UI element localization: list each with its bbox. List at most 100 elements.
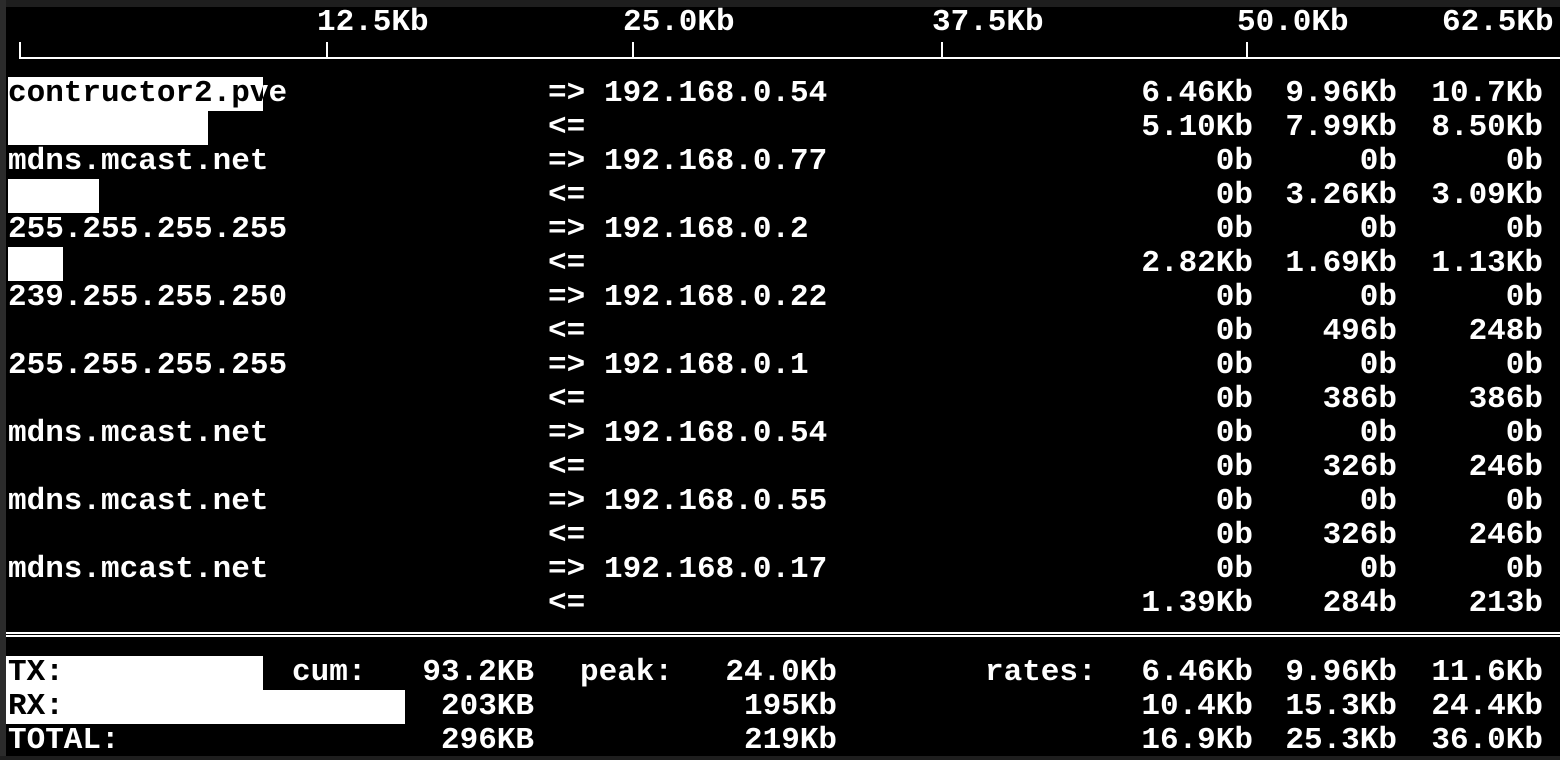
tx-rate-10s: 0b — [1359, 348, 1397, 383]
source-host: 239.255.255.250 — [8, 280, 288, 315]
tx-rate-40s: 0b — [1505, 552, 1543, 587]
rx-rate-10s: 386b — [1322, 382, 1397, 417]
rx-rate-2s: 0b — [1215, 382, 1253, 417]
rx-rate-40s: 248b — [1468, 314, 1543, 349]
rx-rate-10s: 326b — [1322, 518, 1397, 553]
rx-arrow-icon: <= — [548, 382, 586, 417]
peak-label: peak: — [580, 655, 674, 690]
connection-tx-line: contructor2.pve => 192.168.0.54 6.46Kb 9… — [0, 77, 1560, 111]
tx-rate-40s: 0b — [1505, 348, 1543, 383]
destination-host: 192.168.0.1 — [604, 348, 809, 383]
total-peak-value: 219Kb — [743, 723, 837, 758]
connection-list: contructor2.pve => 192.168.0.54 6.46Kb 9… — [0, 77, 1560, 621]
scale-tick — [632, 42, 634, 58]
tx-rate-10s: 0b — [1359, 212, 1397, 247]
rx-total-bar — [6, 690, 405, 724]
tx-traffic-bar — [8, 77, 263, 111]
total-label: TOTAL: — [8, 723, 120, 758]
tx-rate-40s: 0b — [1505, 416, 1543, 451]
tx-arrow-icon: => — [548, 484, 586, 519]
tx-rate-2s: 0b — [1215, 280, 1253, 315]
tx-rate-10s: 0b — [1359, 416, 1397, 451]
scale-label: 50.0Kb — [1237, 5, 1349, 40]
connection-rx-line: <= 0b 386b 386b — [0, 383, 1560, 417]
scale-label: 12.5Kb — [317, 5, 429, 40]
rx-total-line: RX: 203KB 195Kb 10.4Kb 15.3Kb 24.4Kb — [0, 690, 1560, 724]
rx-arrow-icon: <= — [548, 246, 586, 281]
rx-rate-2s: 5.10Kb — [1141, 110, 1253, 145]
rx-rate-10s: 326b — [1322, 450, 1397, 485]
tx-rate-2s: 0b — [1215, 552, 1253, 587]
tx-rate-40s: 10.7Kb — [1431, 76, 1543, 111]
connection-rx-line: <= 2.82Kb 1.69Kb 1.13Kb — [0, 247, 1560, 281]
window-frame-top — [0, 0, 1560, 7]
connection-tx-line: 255.255.255.255 => 192.168.0.1 0b 0b 0b — [0, 349, 1560, 383]
destination-host: 192.168.0.54 — [604, 76, 828, 111]
connection-rx-line: <= 1.39Kb 284b 213b — [0, 587, 1560, 621]
rx-rate-2s: 2.82Kb — [1141, 246, 1253, 281]
rx-rate-40s: 24.4Kb — [1431, 689, 1543, 724]
rx-rate-10s: 284b — [1322, 586, 1397, 621]
connection-tx-line: mdns.mcast.net => 192.168.0.17 0b 0b 0b — [0, 553, 1560, 587]
tx-rate-2s: 0b — [1215, 484, 1253, 519]
source-host: mdns.mcast.net — [8, 484, 269, 519]
rx-rate-10s: 15.3Kb — [1285, 689, 1397, 724]
rx-rate-40s: 246b — [1468, 518, 1543, 553]
rx-rate-2s: 10.4Kb — [1141, 689, 1253, 724]
cum-label: cum: — [292, 655, 367, 690]
rx-peak-value: 195Kb — [743, 689, 837, 724]
tx-total-bar — [6, 656, 263, 690]
footer-divider — [0, 632, 1560, 639]
rx-rate-2s: 1.39Kb — [1141, 586, 1253, 621]
destination-host: 192.168.0.17 — [604, 552, 828, 587]
source-host: 255.255.255.255 — [8, 212, 288, 247]
source-host: mdns.mcast.net — [8, 144, 269, 179]
rx-rate-10s: 3.26Kb — [1285, 178, 1397, 213]
rx-arrow-icon: <= — [548, 110, 586, 145]
tx-arrow-icon: => — [548, 144, 586, 179]
tx-arrow-icon: => — [548, 552, 586, 587]
tx-rate-10s: 9.96Kb — [1285, 655, 1397, 690]
destination-host: 192.168.0.22 — [604, 280, 828, 315]
rx-rate-40s: 386b — [1468, 382, 1543, 417]
connection-tx-line: mdns.mcast.net => 192.168.0.55 0b 0b 0b — [0, 485, 1560, 519]
total-rate-10s: 25.3Kb — [1285, 723, 1397, 758]
scale-label: 37.5Kb — [932, 5, 1044, 40]
rx-rate-2s: 0b — [1215, 450, 1253, 485]
scale-axis-line — [19, 57, 1560, 59]
connection-tx-line: mdns.mcast.net => 192.168.0.77 0b 0b 0b — [0, 145, 1560, 179]
tx-cum-value: 93.2KB — [422, 655, 534, 690]
rx-rate-40s: 1.13Kb — [1431, 246, 1543, 281]
tx-arrow-icon: => — [548, 280, 586, 315]
tx-rate-10s: 0b — [1359, 144, 1397, 179]
rx-rate-40s: 213b — [1468, 586, 1543, 621]
connection-rx-line: <= 0b 3.26Kb 3.09Kb — [0, 179, 1560, 213]
window-frame-bottom — [0, 756, 1560, 760]
connection-rx-line: <= 0b 326b 246b — [0, 451, 1560, 485]
destination-host: 192.168.0.77 — [604, 144, 828, 179]
rx-rate-10s: 496b — [1322, 314, 1397, 349]
rx-arrow-icon: <= — [548, 178, 586, 213]
rx-arrow-icon: <= — [548, 586, 586, 621]
connection-tx-line: mdns.mcast.net => 192.168.0.54 0b 0b 0b — [0, 417, 1560, 451]
rx-cum-value: 203KB — [440, 689, 534, 724]
destination-host: 192.168.0.55 — [604, 484, 828, 519]
tx-rate-40s: 0b — [1505, 280, 1543, 315]
rx-rate-40s: 246b — [1468, 450, 1543, 485]
scale-label: 62.5Kb — [1442, 5, 1554, 40]
connection-rx-line: <= 0b 326b 246b — [0, 519, 1560, 553]
window-frame-left — [0, 0, 6, 760]
rx-rate-40s: 3.09Kb — [1431, 178, 1543, 213]
rx-arrow-icon: <= — [548, 518, 586, 553]
rx-arrow-icon: <= — [548, 314, 586, 349]
source-host: 255.255.255.255 — [8, 348, 288, 383]
tx-arrow-icon: => — [548, 416, 586, 451]
scale-tick — [326, 42, 328, 58]
rx-traffic-bar — [8, 179, 99, 213]
tx-arrow-icon: => — [548, 348, 586, 383]
rx-rate-2s: 0b — [1215, 178, 1253, 213]
tx-rate-40s: 0b — [1505, 484, 1543, 519]
rx-traffic-bar — [8, 111, 208, 145]
tx-rate-2s: 0b — [1215, 416, 1253, 451]
